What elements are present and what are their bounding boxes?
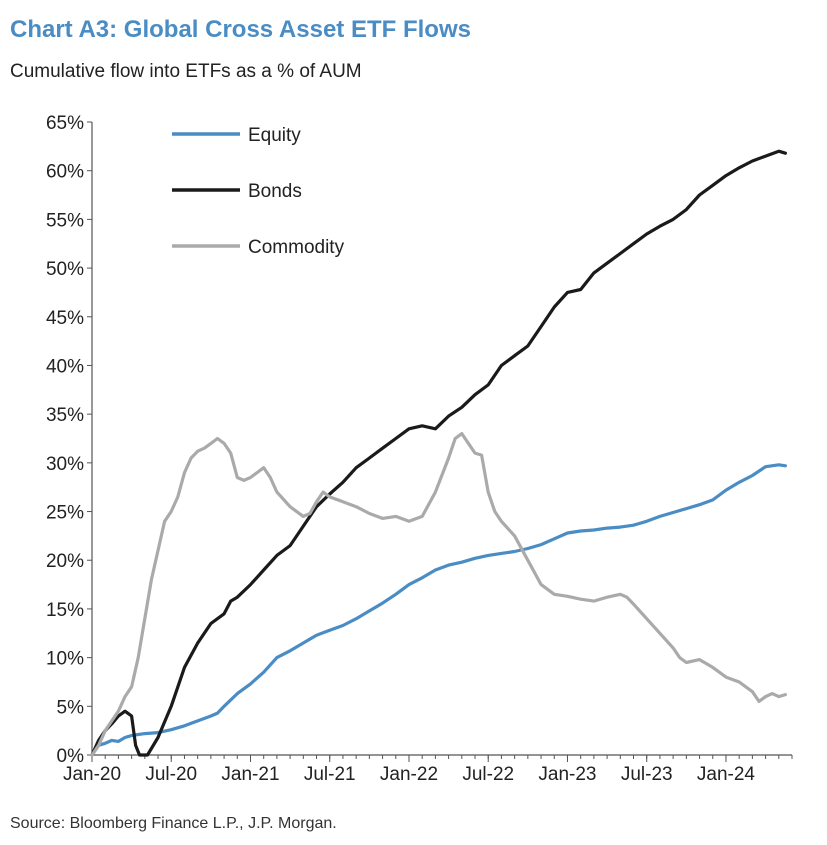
x-tick-label: Jan-21 — [221, 764, 279, 785]
x-tick-label: Jan-23 — [538, 764, 596, 785]
x-tick-label: Jul-21 — [304, 764, 356, 785]
series-line-bonds — [90, 149, 787, 757]
chart-axes: 0% 5% 10% 15% 20% 25% 30% 35% 40% 45% 50% 55% 60% 65%… — [46, 113, 793, 785]
y-tick-label: 55% — [46, 210, 84, 231]
series-line-commodity — [90, 432, 787, 757]
chart-subtitle: Cumulative flow into ETFs as a % of AUM — [10, 61, 362, 82]
y-tick-label: 65% — [46, 113, 84, 134]
y-tick-label: 5% — [57, 697, 85, 718]
y-tick-label: 25% — [46, 503, 84, 524]
chart-legend: Equity Bonds Commodity — [172, 125, 345, 258]
legend-label-commodity: Commodity — [248, 237, 345, 258]
y-tick-label: 40% — [46, 356, 84, 377]
x-tick-label: Jan-24 — [697, 764, 756, 785]
y-tick-label: 45% — [46, 308, 84, 329]
x-tick-label: Jul-23 — [621, 764, 673, 785]
chart-source: Source: Bloomberg Finance L.P., J.P. Mor… — [10, 815, 337, 832]
x-tick-label: Jan-20 — [63, 764, 121, 785]
y-tick-label: 50% — [46, 259, 84, 280]
legend-label-bonds: Bonds — [248, 181, 302, 202]
y-tick-label: 35% — [46, 405, 84, 426]
x-tick-label: Jan-22 — [380, 764, 438, 785]
y-tick-label: 0% — [57, 746, 85, 767]
chart-title: Chart A3: Global Cross Asset ETF Flows — [10, 16, 471, 43]
series-line-equity — [90, 463, 787, 757]
x-tick-label: Jul-20 — [145, 764, 197, 785]
y-tick-label: 15% — [46, 600, 84, 621]
legend-label-equity: Equity — [248, 125, 301, 146]
chart-series — [90, 149, 787, 757]
x-tick-label: Jul-22 — [462, 764, 514, 785]
y-tick-label: 30% — [46, 454, 84, 475]
y-tick-label: 10% — [46, 649, 84, 670]
y-tick-label: 60% — [46, 162, 84, 183]
y-tick-label: 20% — [46, 551, 84, 572]
